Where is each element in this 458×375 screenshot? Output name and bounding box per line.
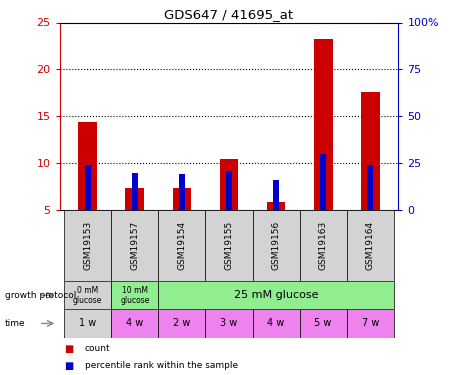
Text: GSM19155: GSM19155 [224, 221, 234, 270]
Text: 7 w: 7 w [361, 318, 379, 328]
Text: 4 w: 4 w [126, 318, 143, 328]
Text: GSM19163: GSM19163 [319, 221, 327, 270]
Text: GSM19157: GSM19157 [131, 221, 139, 270]
Bar [173, 188, 191, 257]
Text: 10 mM
glucose: 10 mM glucose [120, 286, 150, 305]
Bar [267, 202, 285, 257]
Bar [226, 171, 232, 257]
Bar [132, 172, 138, 257]
Text: GSM19153: GSM19153 [83, 221, 92, 270]
FancyBboxPatch shape [111, 210, 158, 281]
Bar [85, 165, 91, 257]
FancyBboxPatch shape [300, 210, 347, 281]
FancyBboxPatch shape [347, 210, 394, 281]
Text: 2 w: 2 w [173, 318, 191, 328]
Text: 1 w: 1 w [79, 318, 96, 328]
FancyBboxPatch shape [206, 210, 252, 281]
Text: 4 w: 4 w [267, 318, 285, 328]
Text: 3 w: 3 w [220, 318, 238, 328]
Bar [320, 154, 326, 257]
FancyBboxPatch shape [64, 210, 111, 281]
FancyBboxPatch shape [347, 309, 394, 338]
FancyBboxPatch shape [252, 210, 300, 281]
FancyBboxPatch shape [64, 309, 111, 338]
Text: time: time [5, 319, 25, 328]
FancyBboxPatch shape [111, 309, 158, 338]
Title: GDS647 / 41695_at: GDS647 / 41695_at [164, 8, 294, 21]
FancyBboxPatch shape [158, 309, 206, 338]
Bar [125, 188, 144, 257]
Text: GSM19154: GSM19154 [177, 221, 186, 270]
Text: 0 mM
glucose: 0 mM glucose [73, 286, 103, 305]
Text: ■: ■ [64, 344, 73, 354]
Text: GSM19164: GSM19164 [366, 221, 375, 270]
FancyBboxPatch shape [252, 309, 300, 338]
Text: GSM19156: GSM19156 [272, 221, 281, 270]
FancyBboxPatch shape [158, 210, 206, 281]
Text: 25 mM glucose: 25 mM glucose [234, 290, 318, 300]
Text: count: count [85, 344, 110, 353]
FancyBboxPatch shape [206, 309, 252, 338]
FancyBboxPatch shape [111, 281, 158, 309]
Text: ■: ■ [64, 361, 73, 370]
Bar [78, 122, 97, 257]
FancyBboxPatch shape [64, 281, 111, 309]
Text: percentile rank within the sample: percentile rank within the sample [85, 361, 238, 370]
FancyBboxPatch shape [300, 309, 347, 338]
Bar [179, 174, 185, 257]
Bar [219, 159, 239, 257]
Bar [361, 92, 380, 257]
FancyBboxPatch shape [158, 281, 394, 309]
Bar [273, 180, 279, 257]
Text: growth protocol: growth protocol [5, 291, 76, 300]
Bar [314, 39, 333, 257]
Bar [367, 165, 373, 257]
Text: 5 w: 5 w [315, 318, 332, 328]
